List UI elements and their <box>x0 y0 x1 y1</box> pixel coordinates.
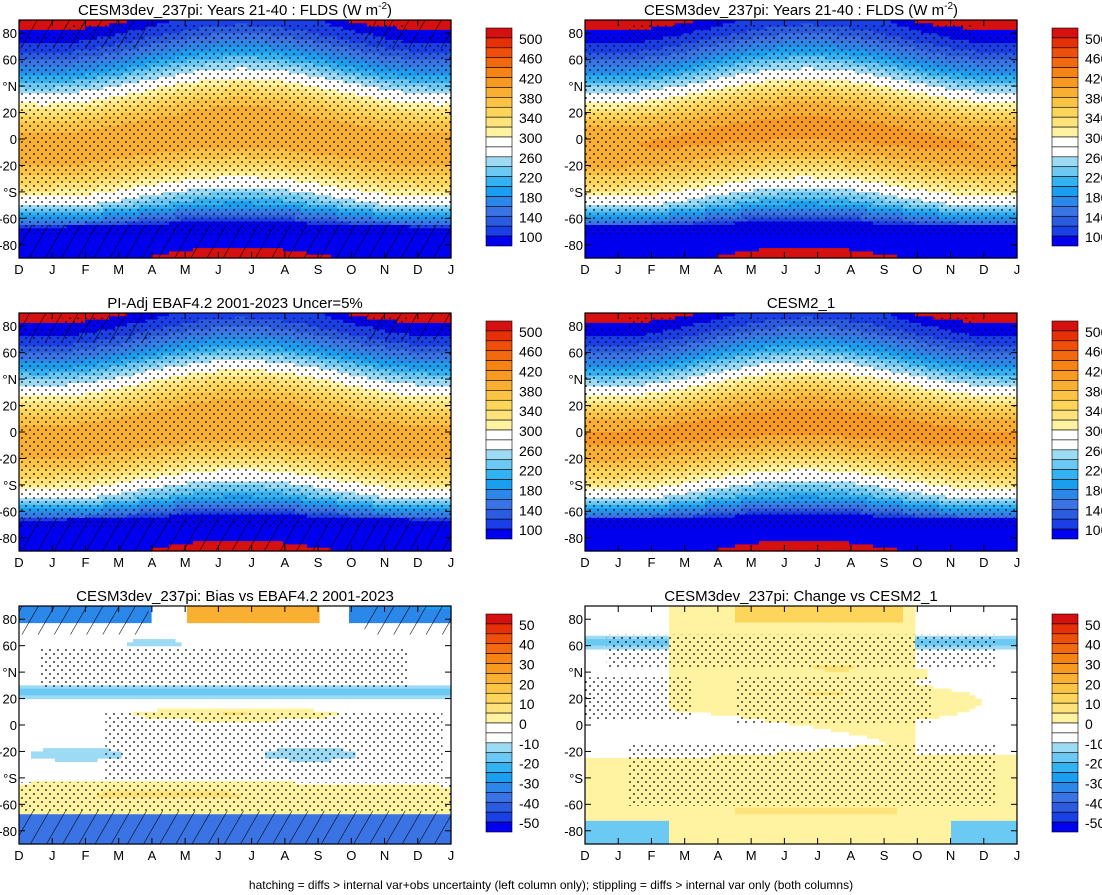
colorbar-label: 420 <box>519 71 543 87</box>
colorbar-swatch <box>485 235 513 247</box>
panel-1: CESM3dev_237pi: Years 21-40 : FLDS (W m-… <box>0 1 543 277</box>
hatch-region <box>364 20 451 49</box>
colorbar-swatch <box>485 156 513 168</box>
colorbar-swatch <box>485 146 513 158</box>
y-tick-label: °N <box>2 79 17 94</box>
colorbar-swatch <box>485 225 513 237</box>
x-tick-label: D <box>14 262 23 277</box>
x-tick-label: J <box>49 262 56 277</box>
y-tick-label: -20 <box>0 158 17 173</box>
hatch-region <box>19 20 149 49</box>
x-tick-label: A <box>148 262 157 277</box>
colorbar-label: 180 <box>519 189 543 205</box>
colorbar-label: 220 <box>519 170 543 186</box>
y-tick-label: 60 <box>3 53 17 68</box>
colorbar-label: 300 <box>519 130 543 146</box>
colorbar-swatch <box>485 215 513 227</box>
colorbar-swatch <box>485 77 513 88</box>
panel-title: CESM3dev_237pi: Years 21-40 : FLDS (W m-… <box>644 1 958 19</box>
heatmap-cell <box>163 20 170 24</box>
colorbar-swatch <box>485 136 513 148</box>
colorbar-label: 340 <box>519 110 543 126</box>
x-tick-label: M <box>180 262 191 277</box>
x-tick-label: J <box>248 262 255 277</box>
colorbar-swatch <box>485 47 513 59</box>
colorbar-swatch <box>485 97 513 108</box>
heatmap-cell <box>157 20 164 24</box>
panel-title: CESM3dev_237pi: Years 21-40 : FLDS (W m-… <box>78 1 392 19</box>
x-tick-label: N <box>380 262 389 277</box>
y-tick-label: -80 <box>0 238 17 253</box>
colorbar-swatch <box>485 67 513 78</box>
colorbar-swatch <box>485 126 513 138</box>
heatmap-cell <box>187 20 194 24</box>
heatmap-cell <box>181 20 188 24</box>
stippling <box>19 24 451 235</box>
panel-2: CESM3dev_237pi: Years 21-40 : FLDS (W m-… <box>564 1 1102 277</box>
colorbar-swatch <box>485 176 513 187</box>
colorbar-label: 380 <box>519 90 543 106</box>
colorbar: 500 460 420 380 340 300 260 220 180 140 100 <box>485 27 543 247</box>
colorbar-label: 500 <box>519 31 543 47</box>
x-tick-label: M <box>113 262 124 277</box>
colorbar-label: 100 <box>519 229 543 245</box>
x-tick-label: A <box>281 262 290 277</box>
x-tick-label: D <box>413 262 422 277</box>
colorbar-swatch <box>485 106 513 118</box>
colorbar-label: 460 <box>519 51 543 67</box>
colorbar-swatch <box>485 196 513 207</box>
x-tick-label: O <box>346 262 356 277</box>
hatch-region <box>19 224 451 258</box>
colorbar-swatch <box>485 116 513 128</box>
colorbar-swatch <box>485 87 513 98</box>
colorbar-label: 140 <box>519 209 543 225</box>
y-tick-label: 80 <box>3 26 17 41</box>
y-tick-label: 20 <box>3 106 17 121</box>
heatmap-cell <box>151 20 158 24</box>
heatmap-cell <box>169 20 176 24</box>
y-tick-label: °S <box>3 185 17 200</box>
x-tick-label: S <box>314 262 323 277</box>
colorbar-swatch <box>485 186 513 197</box>
heatmap-cell <box>175 20 182 24</box>
x-tick-label: J <box>215 262 222 277</box>
colorbar-swatch <box>485 57 513 68</box>
colorbar-swatch <box>485 37 513 49</box>
x-tick-label: J <box>448 262 455 277</box>
colorbar-swatch <box>485 27 513 39</box>
colorbar-swatch <box>485 206 513 217</box>
colorbar-swatch <box>485 166 513 177</box>
colorbar-label: 260 <box>519 150 543 166</box>
x-tick-label: F <box>81 262 89 277</box>
stipple-region <box>19 34 451 235</box>
y-tick-label: 0 <box>10 132 17 147</box>
y-tick-label: -60 <box>0 211 17 226</box>
